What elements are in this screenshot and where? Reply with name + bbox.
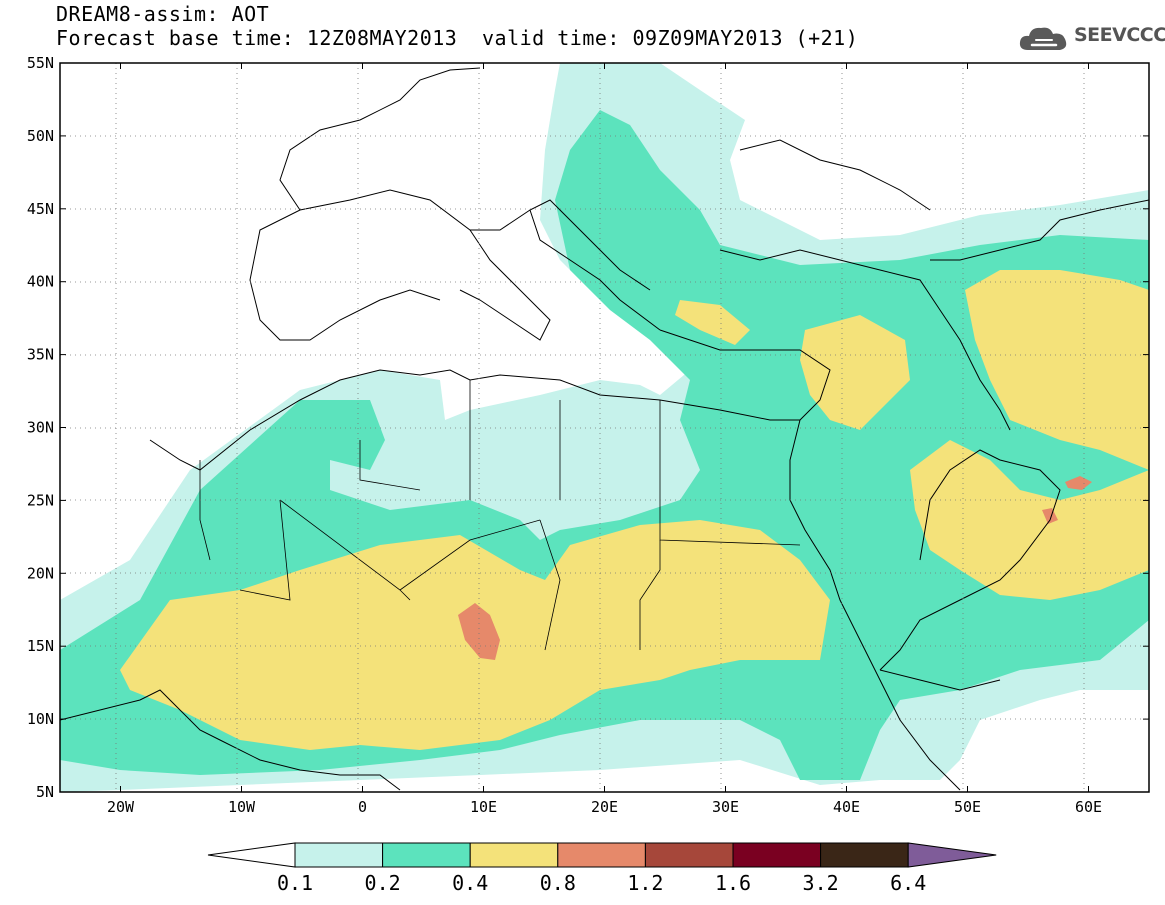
lon-tick-label: 10E	[470, 798, 497, 816]
seevccc-logo: SEEVCCC	[1018, 20, 1165, 58]
lon-tick-label: 0	[358, 798, 367, 816]
colorbar-swatch	[382, 842, 471, 868]
lon-tick-label: 60E	[1075, 798, 1102, 816]
forecast-base-time: Forecast base time: 12Z08MAY2013	[56, 26, 458, 50]
lat-tick-label: 40N	[27, 273, 54, 291]
colorbar-swatch	[820, 842, 909, 868]
lon-tick-label: 40E	[833, 798, 860, 816]
colorbar-label: 0.2	[364, 871, 401, 895]
map-title: DREAM8-assim: AOT	[56, 2, 270, 26]
valid-time: valid time: 09Z09MAY2013 (+21)	[482, 26, 859, 50]
aot-band-0-8	[458, 603, 500, 660]
colorbar-swatch	[294, 842, 384, 868]
aot-field	[60, 63, 1149, 792]
cloud-icon	[1019, 27, 1067, 50]
colorbar-swatch	[644, 842, 734, 868]
lat-tick-label: 15N	[27, 637, 54, 655]
lon-tick-label: 20E	[591, 798, 618, 816]
colorbar-swatch	[557, 842, 646, 868]
colorbar-label: 1.6	[714, 871, 752, 895]
colorbar-label: 0.8	[539, 871, 576, 895]
lat-axis: 55N 50N 45N 40N 35N 30N 25N 20N 15N 10N 5N	[27, 54, 1149, 801]
lat-tick-label: 10N	[27, 710, 54, 728]
colorbar-label: 1.2	[627, 871, 664, 895]
lon-tick-label: 30E	[712, 798, 739, 816]
colorbar	[207, 842, 997, 868]
lat-tick-label: 30N	[27, 419, 54, 437]
aot-band-0-8	[1065, 476, 1092, 490]
aot-band-0-4	[675, 300, 750, 345]
colorbar-over-arrow	[907, 842, 997, 868]
lat-tick-label: 5N	[36, 783, 54, 801]
aot-band-0-4	[910, 440, 1149, 600]
colorbar-label: 6.4	[890, 871, 927, 895]
lat-tick-label: 50N	[27, 127, 54, 145]
lon-tick-label: 10W	[228, 798, 256, 816]
colorbar-swatch	[469, 842, 559, 868]
aot-band-0-4	[965, 270, 1149, 470]
lon-tick-label: 50E	[954, 798, 981, 816]
lat-tick-label: 25N	[27, 491, 54, 509]
colorbar-under-arrow	[207, 842, 296, 868]
colorbar-label: 3.2	[802, 871, 839, 895]
aot-band-0-8	[1042, 508, 1058, 524]
country-borders	[199, 380, 801, 651]
colorbar-label: 0.4	[452, 871, 489, 895]
lat-tick-label: 45N	[27, 200, 54, 218]
colorbar-label: 0.1	[276, 871, 314, 895]
lon-axis: 20W 10W 0 10E 20E 30E 40E 50E 60E	[107, 63, 1102, 816]
colorbar-swatch	[732, 842, 822, 868]
lat-tick-label: 55N	[27, 54, 54, 72]
lon-tick-label: 20W	[107, 798, 135, 816]
aot-band-0-4	[800, 315, 910, 430]
coastlines	[60, 67, 1149, 791]
lat-tick-label: 35N	[27, 346, 54, 364]
lat-tick-label: 20N	[27, 564, 54, 582]
logo-text: SEEVCCC	[1074, 24, 1165, 46]
